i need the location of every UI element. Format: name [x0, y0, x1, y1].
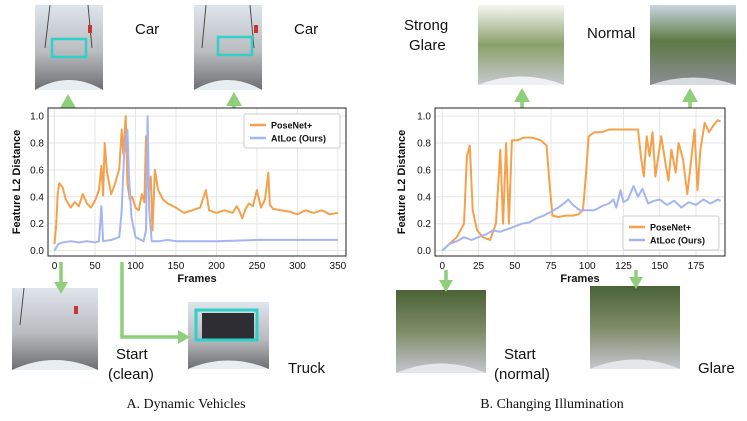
a-label-truck: Truck	[288, 360, 325, 377]
arrowheads	[54, 88, 698, 344]
a-ytick-label-3: 0.6	[30, 165, 44, 176]
a-y-axis-label: Feature L2 Distance	[11, 130, 23, 235]
a-photo-start-clean	[12, 287, 98, 370]
a-box-car-1	[50, 37, 88, 59]
arrowhead-a-car-1	[60, 94, 76, 108]
a-photo-car-1	[35, 4, 103, 90]
b-photo-glare	[590, 286, 680, 369]
b-legend-label-0: PoseNet+	[650, 223, 691, 233]
b-label-normal: Normal	[587, 25, 635, 42]
b-plot-frame	[434, 107, 726, 257]
a-ytick-label-2: 0.4	[30, 192, 44, 203]
a-xtick-label-0: 0	[52, 261, 58, 272]
a-series-line-posenet	[53, 115, 339, 244]
a-ytick-label-1: 0.2	[30, 219, 44, 230]
b-xtick-label-3: 75	[545, 261, 557, 272]
b-photo-start-normal	[396, 290, 486, 373]
b-y-axis-label: Feature L2 Distance	[396, 130, 408, 235]
b-photo-normal	[650, 5, 736, 85]
a-xtick-label-4: 200	[208, 261, 225, 272]
a-plot-frame	[47, 107, 347, 257]
arrowhead-a-truck	[178, 330, 190, 344]
caption-b: B. Changing Illumination	[480, 397, 624, 412]
b-label-glare-line-1: Strong	[404, 17, 448, 34]
b-ytick-label-3: 0.6	[417, 165, 431, 176]
a-xtick-label-7: 350	[330, 261, 347, 272]
a-xtick-label-2: 100	[127, 261, 144, 272]
b-xtick-label-6: 150	[651, 261, 668, 272]
b-xtick-label-2: 50	[509, 261, 521, 272]
chart-changing-illumination: 0.0 0.2 0.4 0.6 0.8 1.0 0 25 50 75 100 125 150 175 Fra…	[396, 107, 726, 285]
b-ytick-label-4: 0.8	[417, 138, 431, 149]
b-label-glare: Glare	[698, 360, 735, 377]
b-ytick-label-2: 0.4	[417, 192, 431, 203]
arrowhead-b-start	[439, 280, 453, 292]
a-label-start-line-1: Start	[116, 346, 149, 363]
b-xtick-label-4: 100	[579, 261, 596, 272]
arrowhead-b-glare-bottom	[629, 277, 643, 289]
a-legend-label-0: PoseNet+	[271, 121, 312, 131]
b-ytick-label-1: 0.2	[417, 219, 431, 230]
caption-a: A. Dynamic Vehicles	[126, 397, 245, 412]
b-label-start-line-2: (normal)	[494, 366, 550, 383]
arrowhead-b-normal	[682, 88, 698, 102]
a-legend-label-1: AtLoc (Ours)	[271, 134, 326, 144]
b-xtick-label-0: 0	[439, 261, 445, 272]
arrowhead-b-glare	[514, 88, 530, 102]
b-x-axis-label: Frames	[560, 273, 599, 285]
a-legend	[243, 113, 341, 149]
a-ytick-label-0: 0.0	[30, 246, 44, 257]
b-ytick-label-5: 1.0	[417, 112, 431, 123]
a-ytick-label-4: 0.8	[30, 138, 44, 149]
b-series-line-atloc	[441, 185, 722, 252]
b-ytick-label-0: 0.0	[417, 246, 431, 257]
b-photo-strong-glare	[478, 5, 564, 85]
a-xtick-label-1: 50	[89, 261, 101, 272]
b-series-line-posenet	[441, 119, 722, 252]
a-ytick-label-5: 1.0	[30, 112, 44, 123]
a-photo-truck	[188, 302, 269, 369]
a-xtick-label-3: 150	[168, 261, 185, 272]
b-xtick-label-1: 25	[473, 261, 485, 272]
a-series-line-atloc	[53, 115, 338, 252]
a-x-axis-label: Frames	[177, 273, 216, 285]
a-label-car-2: Car	[294, 21, 318, 38]
a-xtick-label-5: 250	[249, 261, 266, 272]
arrowhead-a-car-2	[226, 92, 242, 106]
arrowhead-a-start	[54, 282, 68, 294]
b-legend	[622, 215, 720, 251]
a-xtick-label-6: 300	[289, 261, 306, 272]
a-photo-car-2	[194, 4, 262, 90]
a-box-truck	[194, 308, 259, 342]
a-label-start-line-2: (clean)	[108, 366, 154, 383]
a-label-car-1: Car	[135, 21, 159, 38]
b-xtick-label-5: 125	[615, 261, 632, 272]
chart-dynamic-vehicles: 0.0 0.2 0.4 0.6 0.8 1.0 0 50 100 150 200 250 300 350 F…	[11, 107, 347, 285]
b-legend-label-1: AtLoc (Ours)	[650, 236, 705, 246]
b-label-glare-line-2: Glare	[409, 37, 446, 54]
b-label-start-line-1: Start	[504, 346, 537, 363]
b-xtick-label-7: 175	[688, 261, 705, 272]
a-box-car-2	[216, 35, 254, 57]
arrow-a-truck	[120, 262, 180, 339]
